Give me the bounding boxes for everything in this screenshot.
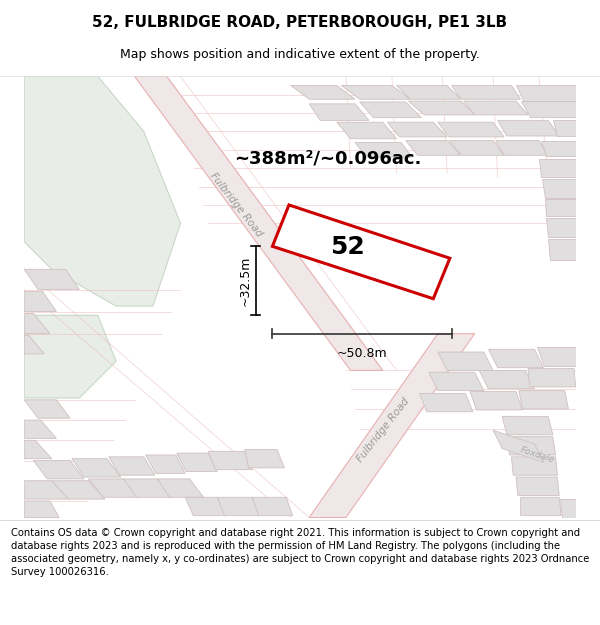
Polygon shape	[541, 141, 576, 156]
Polygon shape	[185, 498, 226, 516]
Polygon shape	[309, 334, 475, 518]
Polygon shape	[493, 430, 544, 462]
Polygon shape	[34, 461, 84, 479]
Polygon shape	[496, 141, 548, 155]
Polygon shape	[341, 86, 410, 99]
Text: 52: 52	[330, 236, 365, 259]
Polygon shape	[158, 479, 203, 498]
Polygon shape	[24, 313, 50, 334]
Polygon shape	[24, 440, 52, 459]
Polygon shape	[109, 457, 155, 475]
Polygon shape	[24, 400, 70, 418]
Polygon shape	[542, 179, 576, 198]
Polygon shape	[438, 122, 504, 137]
Text: ~50.8m: ~50.8m	[337, 346, 388, 359]
Polygon shape	[539, 159, 576, 177]
Polygon shape	[24, 291, 56, 312]
Polygon shape	[545, 199, 576, 216]
Polygon shape	[521, 498, 561, 516]
Polygon shape	[528, 369, 576, 387]
Polygon shape	[146, 455, 185, 473]
Polygon shape	[24, 76, 181, 306]
Polygon shape	[548, 239, 576, 260]
Polygon shape	[134, 76, 383, 371]
Polygon shape	[245, 449, 284, 468]
Polygon shape	[388, 122, 447, 137]
Polygon shape	[488, 349, 544, 368]
Text: Map shows position and indicative extent of the property.: Map shows position and indicative extent…	[120, 48, 480, 61]
Polygon shape	[360, 102, 421, 118]
Polygon shape	[452, 86, 521, 99]
Polygon shape	[397, 86, 461, 99]
Polygon shape	[89, 479, 138, 498]
Polygon shape	[428, 372, 484, 391]
Polygon shape	[511, 457, 557, 475]
Polygon shape	[24, 501, 59, 518]
Polygon shape	[464, 101, 528, 115]
Polygon shape	[521, 101, 576, 117]
Polygon shape	[208, 451, 252, 470]
Text: Fulbridge Road: Fulbridge Road	[355, 396, 411, 464]
Polygon shape	[519, 391, 568, 409]
Polygon shape	[507, 437, 556, 455]
Polygon shape	[272, 205, 450, 299]
Polygon shape	[177, 453, 217, 471]
Polygon shape	[419, 393, 473, 412]
Polygon shape	[24, 420, 56, 439]
Text: ~32.5m: ~32.5m	[238, 256, 251, 306]
Polygon shape	[406, 141, 461, 155]
Text: Fulbridge Road: Fulbridge Road	[208, 171, 264, 239]
Polygon shape	[124, 479, 172, 498]
Text: Foxdale: Foxdale	[519, 445, 556, 465]
Polygon shape	[337, 122, 397, 139]
Polygon shape	[24, 336, 44, 354]
Polygon shape	[72, 459, 121, 477]
Polygon shape	[479, 371, 535, 389]
Text: ~388m²/~0.096ac.: ~388m²/~0.096ac.	[234, 150, 421, 168]
Polygon shape	[516, 477, 559, 496]
Polygon shape	[52, 481, 105, 499]
Polygon shape	[502, 416, 553, 435]
Polygon shape	[24, 481, 70, 499]
Polygon shape	[560, 499, 576, 518]
Polygon shape	[217, 498, 260, 516]
Polygon shape	[449, 141, 504, 155]
Polygon shape	[309, 104, 369, 121]
Polygon shape	[497, 121, 559, 136]
Polygon shape	[24, 315, 116, 398]
Text: Contains OS data © Crown copyright and database right 2021. This information is : Contains OS data © Crown copyright and d…	[11, 528, 589, 577]
Polygon shape	[24, 269, 79, 289]
Polygon shape	[438, 352, 493, 371]
Polygon shape	[516, 86, 576, 104]
Text: 52, FULBRIDGE ROAD, PETERBOROUGH, PE1 3LB: 52, FULBRIDGE ROAD, PETERBOROUGH, PE1 3L…	[92, 16, 508, 31]
Polygon shape	[537, 348, 576, 366]
Polygon shape	[553, 121, 576, 136]
Polygon shape	[470, 391, 523, 410]
Polygon shape	[291, 86, 355, 99]
Polygon shape	[547, 218, 576, 237]
Polygon shape	[252, 498, 293, 516]
Polygon shape	[409, 101, 475, 115]
Polygon shape	[355, 142, 412, 157]
